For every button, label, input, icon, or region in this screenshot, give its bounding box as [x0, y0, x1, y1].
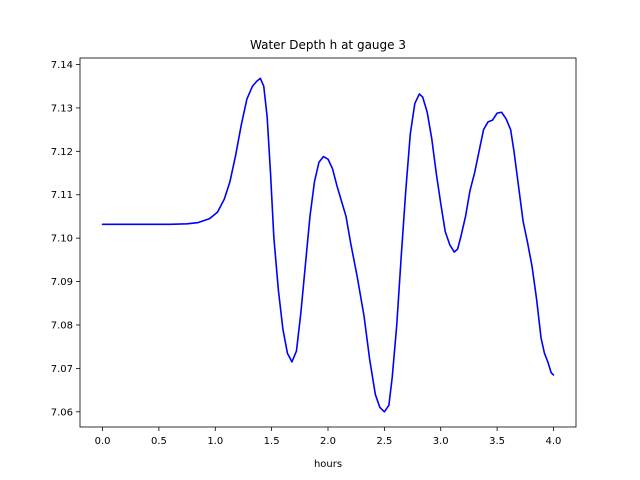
x-tick-label: 1.0 — [207, 436, 223, 447]
x-tick-label: 3.5 — [489, 436, 505, 447]
y-tick-label: 7.06 — [51, 407, 73, 418]
y-tick-label: 7.12 — [51, 147, 73, 158]
x-tick-label: 0.5 — [151, 436, 167, 447]
x-axis: 0.0 0.5 1.0 1.5 2.0 2.5 3.0 3.5 4.0 — [95, 427, 562, 447]
chart-title: Water Depth h at gauge 3 — [250, 38, 406, 52]
x-tick-label: 0.0 — [95, 436, 111, 447]
x-axis-label: hours — [314, 459, 342, 470]
y-tick-label: 7.11 — [51, 190, 73, 201]
x-tick-label: 2.5 — [376, 436, 392, 447]
y-tick-label: 7.13 — [51, 103, 73, 114]
y-tick-label: 7.07 — [51, 364, 73, 375]
y-axis: 7.06 7.07 7.08 7.09 7.10 7.11 7.12 7.13 7.14 — [51, 60, 80, 418]
series-line-1 — [101, 77, 555, 413]
y-tick-label: 7.10 — [51, 234, 73, 245]
x-tick-label: 3.0 — [433, 436, 449, 447]
y-tick-label: 7.09 — [51, 277, 73, 288]
x-tick-label: 4.0 — [546, 436, 562, 447]
y-tick-label: 7.08 — [51, 320, 73, 331]
x-tick-label: 2.0 — [320, 436, 336, 447]
x-tick-label: 1.5 — [264, 436, 280, 447]
y-tick-label: 7.14 — [51, 60, 73, 71]
